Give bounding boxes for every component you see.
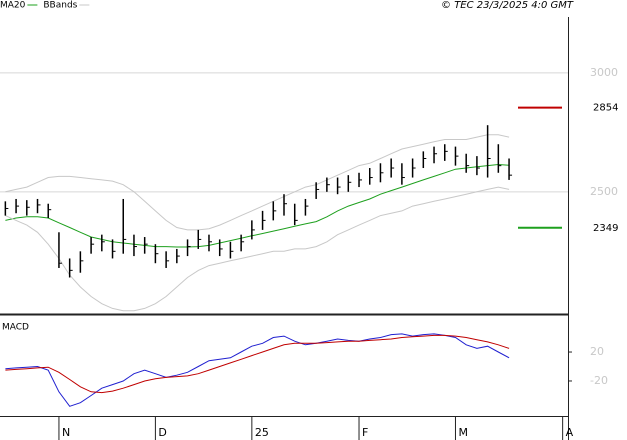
y-tick-label: -20 — [590, 374, 608, 387]
band-lower — [5, 186, 510, 312]
y-tick-label: 3000 — [590, 66, 618, 79]
x-tick-label: N — [62, 426, 70, 439]
macd-line — [5, 334, 510, 394]
x-tick-label: 25 — [255, 426, 269, 439]
legend-label: MA20 — [0, 1, 26, 11]
source: © TEC 23/3/2025 4:0 GMT — [441, 0, 574, 11]
macd-line — [5, 333, 510, 407]
x-tick-label: A — [566, 426, 574, 439]
legend-label: BBands — [43, 1, 77, 11]
level-label: 2854 — [593, 103, 618, 114]
panel-title: MACD — [2, 323, 29, 333]
x-tick-label: D — [158, 426, 166, 439]
x-tick-label: M — [458, 426, 468, 439]
level-label: 2349 — [593, 223, 618, 234]
y-tick-label: 20 — [590, 345, 604, 358]
x-tick-label: F — [362, 426, 368, 439]
band-upper — [5, 134, 510, 231]
ma-line — [5, 163, 510, 248]
y-tick-label: 2500 — [590, 185, 618, 198]
